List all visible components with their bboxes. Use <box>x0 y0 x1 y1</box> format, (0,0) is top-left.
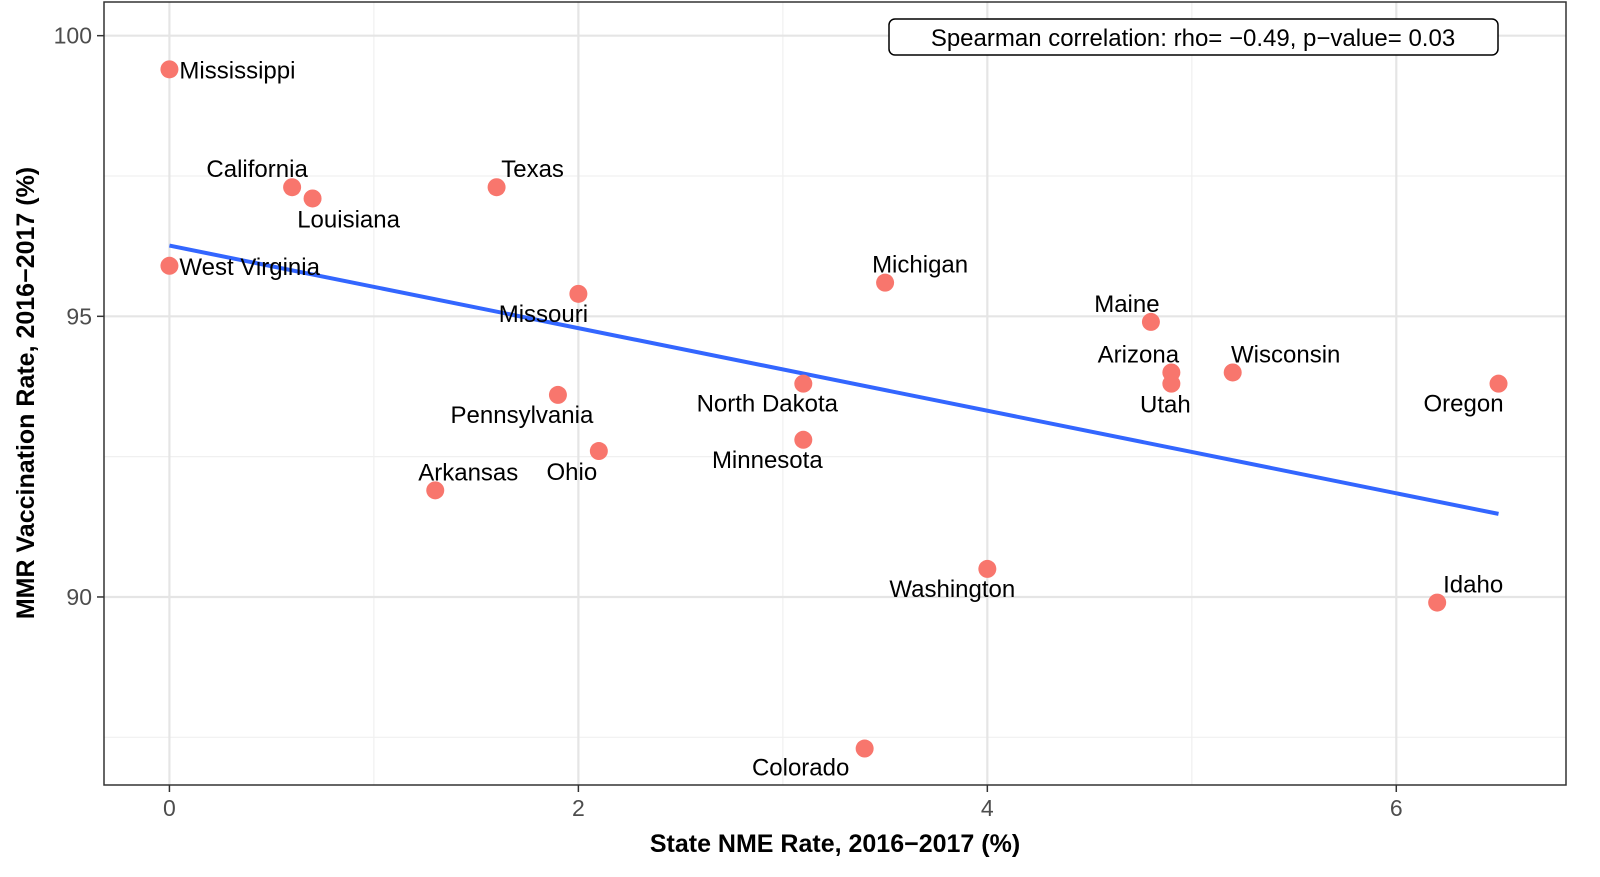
data-point <box>794 430 813 449</box>
x-tick-label: 6 <box>1390 795 1403 821</box>
point-label: Arizona <box>1098 341 1180 368</box>
point-label: Michigan <box>872 252 968 279</box>
x-tick-label: 4 <box>981 795 994 821</box>
trend-line-group <box>169 243 1499 516</box>
y-tick-label: 90 <box>66 584 92 610</box>
point-label: Utah <box>1140 392 1191 419</box>
data-point <box>283 178 302 197</box>
point-label: Mississippi <box>179 57 295 84</box>
data-point <box>1428 593 1447 612</box>
x-axis-title: State NME Rate, 2016−2017 (%) <box>650 830 1020 858</box>
annotation-box: Spearman correlation: rho= −0.49, p−valu… <box>888 18 1499 56</box>
trend-line <box>169 243 1499 516</box>
axis-ticks: 0 2 4 6 90 95 100 <box>54 23 1403 821</box>
annotation-text: Spearman correlation: rho= −0.49, p−valu… <box>931 25 1455 52</box>
x-tick-label: 2 <box>572 795 585 821</box>
point-label: Maine <box>1094 291 1159 318</box>
point-label: Missouri <box>499 301 588 328</box>
data-point <box>1162 374 1181 393</box>
data-point <box>303 189 322 208</box>
point-label: Pennsylvania <box>451 402 594 429</box>
point-labels: Mississippi California Louisiana Texas West … <box>179 57 1503 781</box>
point-label: California <box>206 156 308 183</box>
point-label: Idaho <box>1443 572 1503 599</box>
y-tick-label: 100 <box>54 23 92 49</box>
data-point <box>794 374 813 393</box>
point-label: Wisconsin <box>1231 341 1340 368</box>
data-point <box>876 273 895 292</box>
data-point <box>855 739 874 758</box>
data-point <box>160 256 179 275</box>
data-point <box>589 442 608 461</box>
point-label: Oregon <box>1423 391 1503 418</box>
plot-panel-border <box>103 1 1567 786</box>
point-label: Louisiana <box>297 206 400 233</box>
point-label: Arkansas <box>418 459 518 486</box>
data-point <box>548 385 567 404</box>
point-label: Colorado <box>752 755 849 782</box>
data-point <box>978 559 997 578</box>
data-point <box>160 60 179 79</box>
point-label: West Virginia <box>179 254 320 281</box>
point-label: Ohio <box>546 459 597 486</box>
x-tick-label: 0 <box>163 795 176 821</box>
y-tick-label: 95 <box>66 303 92 329</box>
data-point <box>569 284 588 303</box>
data-point <box>1489 374 1508 393</box>
point-label: Minnesota <box>712 447 823 474</box>
point-label: Washington <box>889 576 1015 603</box>
data-point <box>1141 312 1160 331</box>
y-axis-title: MMR Vaccination Rate, 2016−2017 (%) <box>12 167 40 619</box>
point-label: Texas <box>501 156 564 183</box>
data-point <box>426 481 445 500</box>
data-point <box>1223 363 1242 382</box>
points <box>160 60 1508 758</box>
point-label: North Dakota <box>697 391 839 418</box>
data-point <box>487 178 506 197</box>
